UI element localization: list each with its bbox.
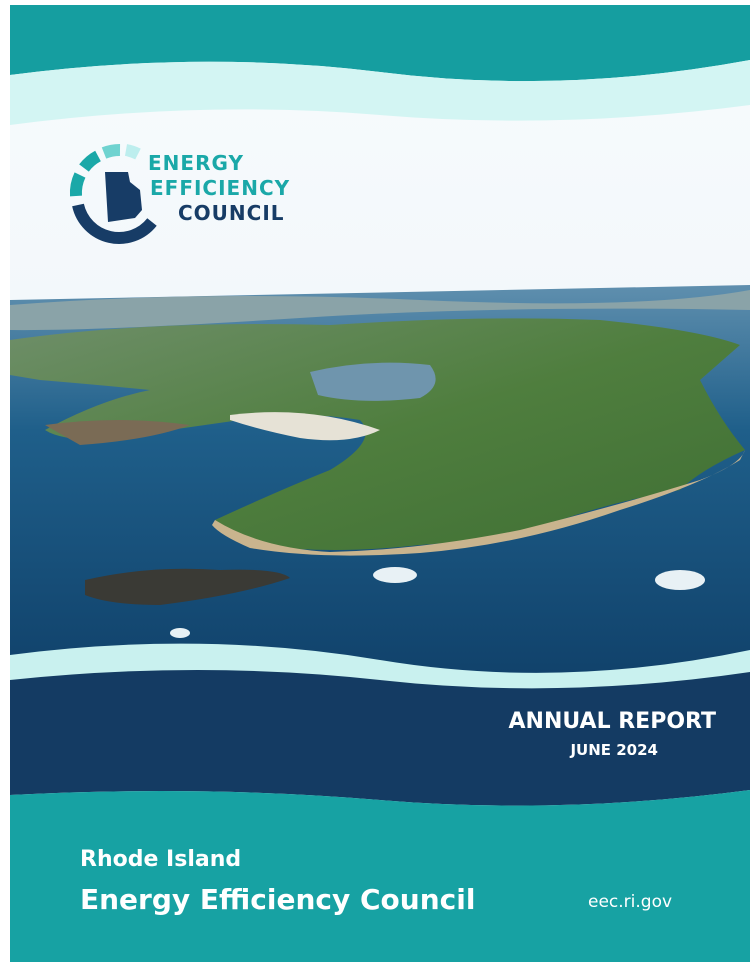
report-title: ANNUAL REPORT [509,709,717,734]
footer-url: eec.ri.gov [588,892,672,912]
logo-text: ENERGY [148,151,244,175]
footer-name: Energy Efficiency Council [80,883,475,916]
surf [655,570,705,590]
logo-segment [104,150,120,153]
logo-text: EFFICIENCY [150,176,290,200]
logo-segment [126,150,138,154]
report-date: JUNE 2024 [569,741,658,759]
surf [170,628,190,638]
bottom-band [10,790,750,962]
logo-segment [76,175,80,196]
page: ENERGY EFFICIENCY COUNCIL ANNUAL REPORT … [0,0,754,966]
footer-subtitle: Rhode Island [80,847,241,872]
cover: ENERGY EFFICIENCY COUNCIL ANNUAL REPORT … [0,0,754,966]
logo-text: COUNCIL [178,201,285,225]
pond [310,363,436,401]
surf [373,567,417,583]
navy-band [10,670,750,806]
aerial-photo [10,285,750,700]
